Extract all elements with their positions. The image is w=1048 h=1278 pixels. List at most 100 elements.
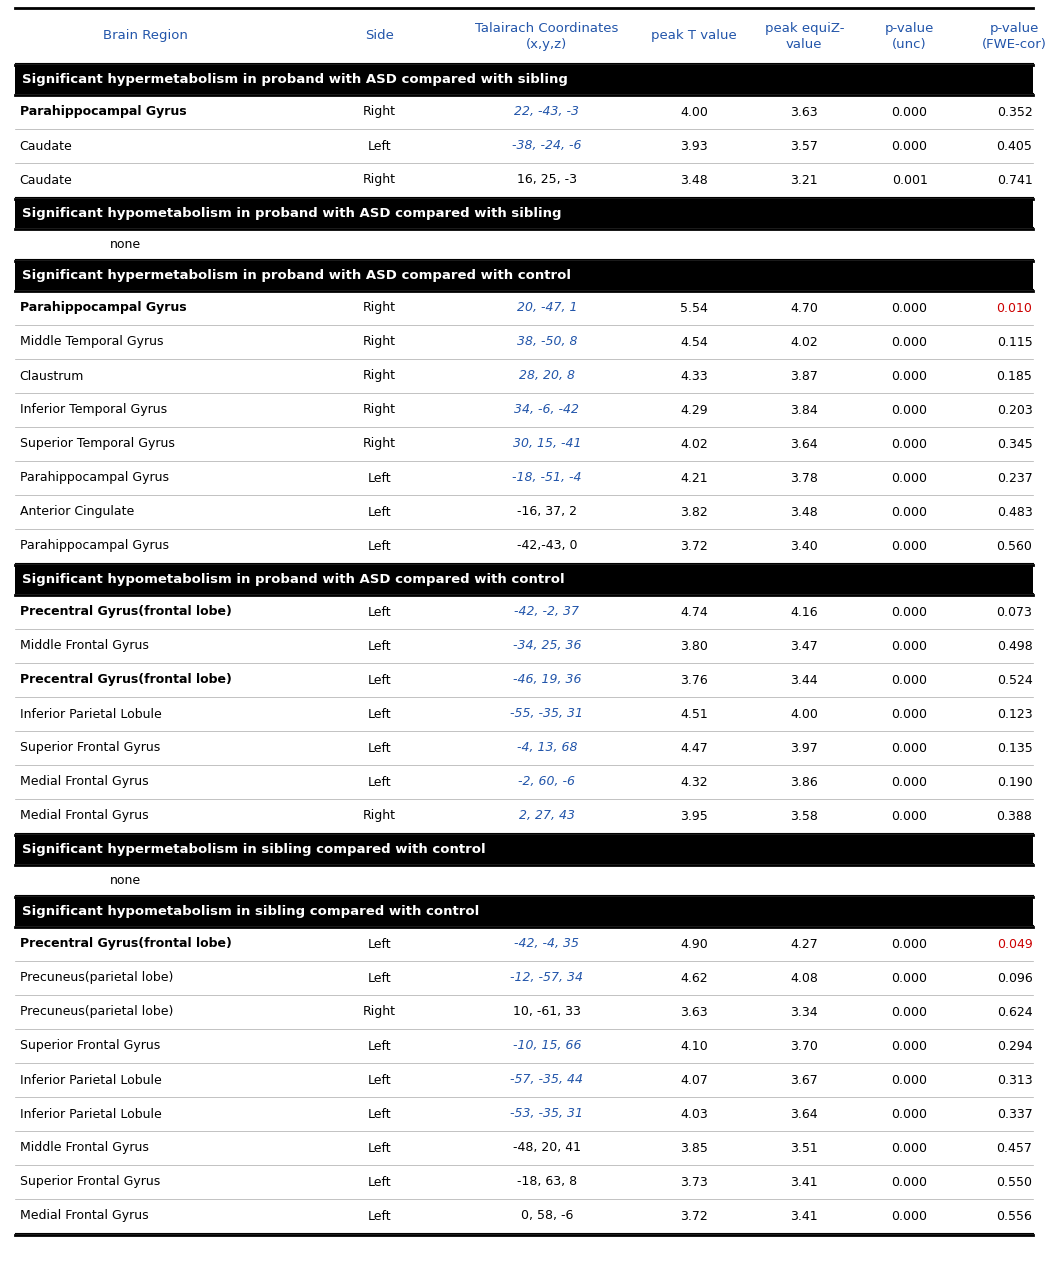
Text: 30, 15, -41: 30, 15, -41 [512,437,581,451]
Bar [15,261,1033,289]
Text: 3.93: 3.93 [680,139,707,152]
Text: 3.21: 3.21 [790,174,818,187]
Text: -57, -35, 44: -57, -35, 44 [510,1074,584,1086]
Text: 0.457: 0.457 [997,1141,1032,1154]
Text: Left: Left [368,539,391,552]
Text: none: none [110,238,141,250]
Text: 3.85: 3.85 [680,1141,708,1154]
Text: 28, 20, 8: 28, 20, 8 [519,369,575,382]
Text: 0.000: 0.000 [892,1006,927,1019]
Text: Left: Left [368,1108,391,1121]
Text: 0.000: 0.000 [892,369,927,382]
Text: 0.000: 0.000 [892,302,927,314]
Text: 3.48: 3.48 [680,174,707,187]
Text: Right: Right [363,809,396,823]
Text: 3.72: 3.72 [680,1209,707,1223]
Text: Significant hypometabolism in sibling compared with control: Significant hypometabolism in sibling co… [22,905,479,918]
Text: 3.95: 3.95 [680,809,707,823]
Text: 0.000: 0.000 [892,1141,927,1154]
Text: 3.57: 3.57 [790,139,818,152]
Text: Parahippocampal Gyrus: Parahippocampal Gyrus [20,472,169,484]
Text: 0.550: 0.550 [997,1176,1032,1189]
Text: Left: Left [368,971,391,984]
Text: 4.90: 4.90 [680,938,707,951]
Text: -10, 15, 66: -10, 15, 66 [512,1039,581,1053]
Text: 3.84: 3.84 [790,404,818,417]
Text: 4.07: 4.07 [680,1074,708,1086]
Text: 0, 58, -6: 0, 58, -6 [521,1209,573,1223]
Text: 4.03: 4.03 [680,1108,707,1121]
Text: -18, 63, 8: -18, 63, 8 [517,1176,576,1189]
Text: 3.82: 3.82 [680,506,707,519]
Text: 4.08: 4.08 [790,971,818,984]
Text: Left: Left [368,639,391,653]
Text: Middle Frontal Gyrus: Middle Frontal Gyrus [20,639,149,653]
Text: Parahippocampal Gyrus: Parahippocampal Gyrus [20,302,187,314]
Text: 4.02: 4.02 [680,437,707,451]
Text: Left: Left [368,1039,391,1053]
Text: Precentral Gyrus(frontal lobe): Precentral Gyrus(frontal lobe) [20,938,232,951]
Text: 0.010: 0.010 [997,302,1032,314]
Text: -34, 25, 36: -34, 25, 36 [512,639,581,653]
Text: -46, 19, 36: -46, 19, 36 [512,674,581,686]
Text: -2, 60, -6: -2, 60, -6 [519,776,575,789]
Text: 0.483: 0.483 [997,506,1032,519]
Text: Right: Right [363,302,396,314]
Text: p-value: p-value [885,22,934,35]
Text: Inferior Temporal Gyrus: Inferior Temporal Gyrus [20,404,167,417]
Text: Significant hypermetabolism in proband with ASD compared with control: Significant hypermetabolism in proband w… [22,268,571,281]
Text: Inferior Parietal Lobule: Inferior Parietal Lobule [20,1108,161,1121]
Text: 0.556: 0.556 [997,1209,1032,1223]
Text: Caudate: Caudate [20,139,72,152]
Text: 0.388: 0.388 [997,809,1032,823]
Text: Right: Right [363,404,396,417]
Text: 3.41: 3.41 [790,1176,818,1189]
Text: 4.00: 4.00 [790,708,818,721]
Text: Left: Left [368,506,391,519]
Text: 2, 27, 43: 2, 27, 43 [519,809,575,823]
Text: 4.47: 4.47 [680,741,707,754]
Text: 0.000: 0.000 [892,776,927,789]
Text: -16, 37, 2: -16, 37, 2 [517,506,576,519]
Text: Left: Left [368,472,391,484]
Text: 0.624: 0.624 [997,1006,1032,1019]
Text: 3.87: 3.87 [790,369,818,382]
Text: -4, 13, 68: -4, 13, 68 [517,741,577,754]
Text: (FWE-cor): (FWE-cor) [982,38,1047,51]
Text: 0.001: 0.001 [892,174,927,187]
Text: 0.405: 0.405 [997,139,1032,152]
Text: 0.498: 0.498 [997,639,1032,653]
Text: 0.741: 0.741 [997,174,1032,187]
Text: 0.203: 0.203 [997,404,1032,417]
Text: Left: Left [368,776,391,789]
Text: 0.185: 0.185 [997,369,1032,382]
Text: 3.73: 3.73 [680,1176,707,1189]
Text: Middle Temporal Gyrus: Middle Temporal Gyrus [20,336,163,349]
Text: Parahippocampal Gyrus: Parahippocampal Gyrus [20,539,169,552]
Text: 3.41: 3.41 [790,1209,818,1223]
Text: 16, 25, -3: 16, 25, -3 [517,174,576,187]
Text: 4.32: 4.32 [680,776,707,789]
Text: 0.337: 0.337 [997,1108,1032,1121]
Text: 0.000: 0.000 [892,1039,927,1053]
Text: 4.29: 4.29 [680,404,707,417]
Text: 0.073: 0.073 [997,606,1032,619]
Text: 0.000: 0.000 [892,708,927,721]
Text: 4.02: 4.02 [790,336,818,349]
Text: 3.44: 3.44 [790,674,818,686]
Text: p-value: p-value [990,22,1040,35]
Text: 20, -47, 1: 20, -47, 1 [517,302,577,314]
Text: Medial Frontal Gyrus: Medial Frontal Gyrus [20,776,149,789]
Text: 0.560: 0.560 [997,539,1032,552]
Text: 0.135: 0.135 [997,741,1032,754]
Text: 3.51: 3.51 [790,1141,818,1154]
Text: Significant hypermetabolism in sibling compared with control: Significant hypermetabolism in sibling c… [22,842,485,855]
Bar [15,199,1033,227]
Text: Precuneus(parietal lobe): Precuneus(parietal lobe) [20,1006,173,1019]
Text: 4.51: 4.51 [680,708,707,721]
Text: 0.000: 0.000 [892,1074,927,1086]
Text: 0.000: 0.000 [892,539,927,552]
Text: Right: Right [363,437,396,451]
Text: -55, -35, 31: -55, -35, 31 [510,708,584,721]
Text: 0.524: 0.524 [997,674,1032,686]
